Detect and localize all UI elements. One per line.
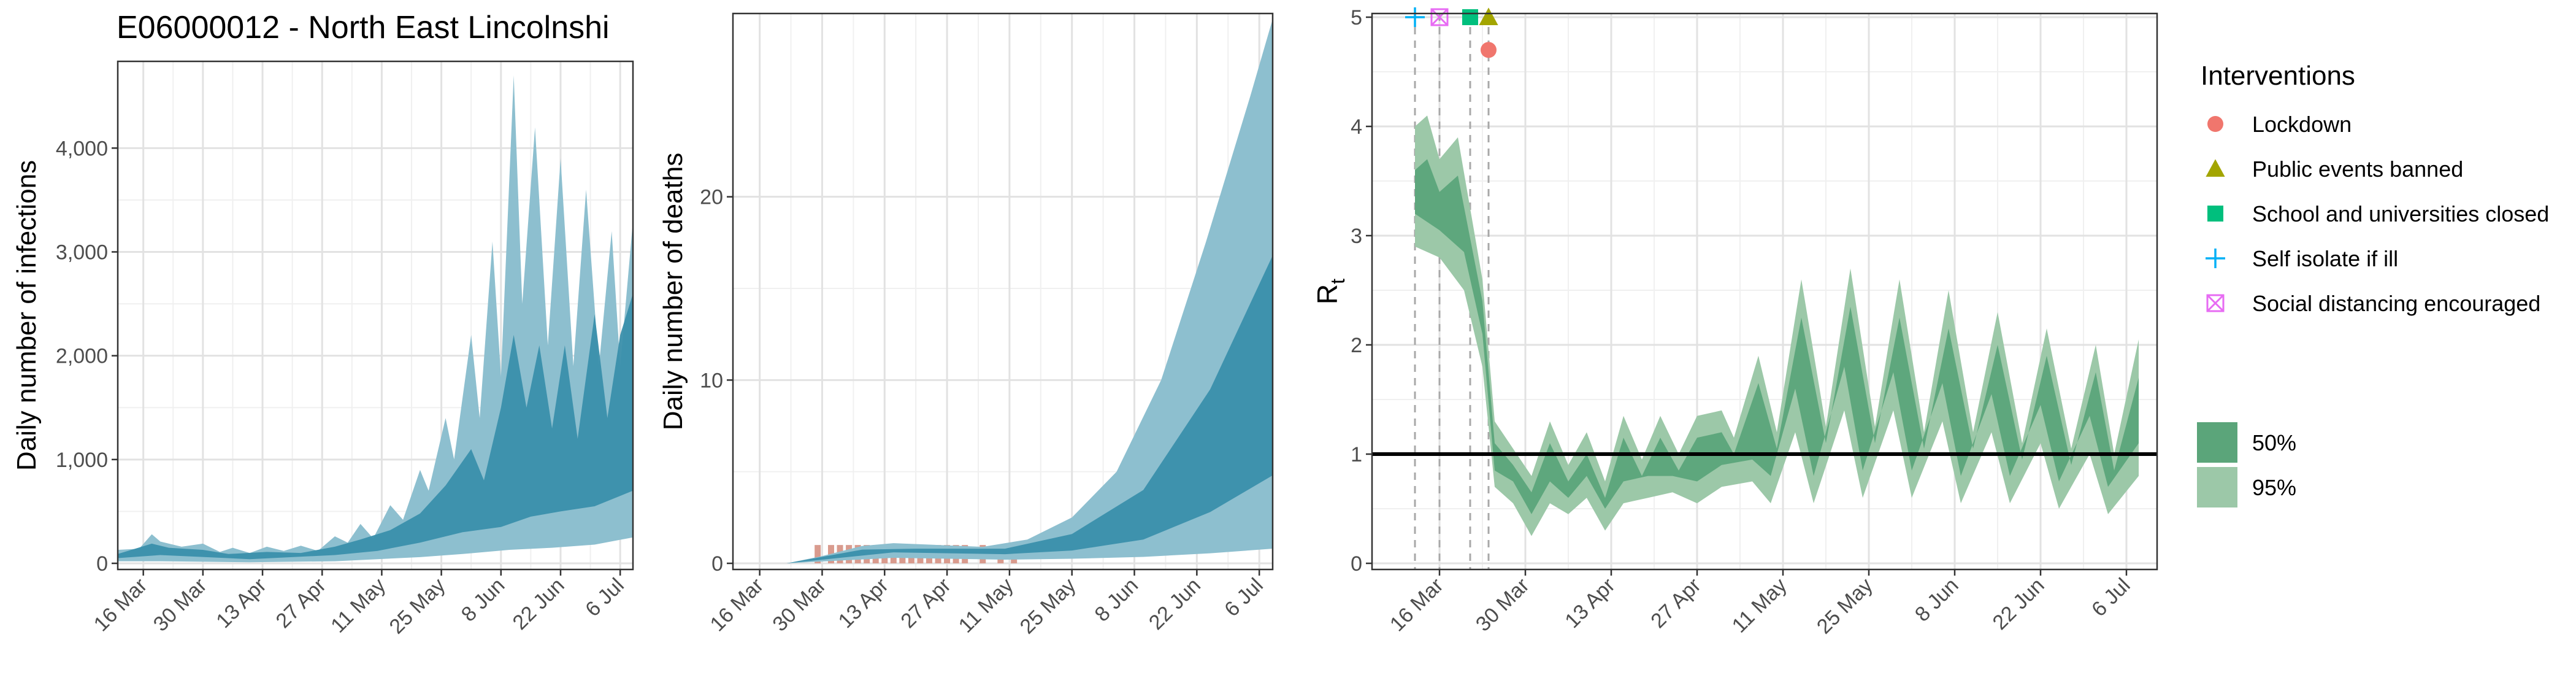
deaths-y-tick-label: 10: [700, 369, 723, 392]
infections-x-tick-label: 6 Jul: [581, 574, 629, 622]
deaths-x-tick-label: 22 Jun: [1144, 574, 1205, 635]
legend-band-label: 50%: [2252, 430, 2296, 455]
infections-bands: [118, 75, 633, 563]
infections-x-tick-label: 16 Mar: [90, 574, 152, 636]
rt-y-ticks: 0 1 2 3 4 5: [1351, 6, 1372, 576]
deaths-band-95: [786, 19, 1273, 563]
rt-x-tick-label: 25 May: [1812, 574, 1877, 639]
rt-bands: [1415, 115, 2139, 536]
legend-band-label: 95%: [2252, 475, 2296, 500]
legend-label: Self isolate if ill: [2252, 246, 2398, 271]
infections-y-tick-label: 4,000: [56, 137, 108, 160]
intervention-marker: [1430, 8, 1449, 26]
rt-intervention-markers: [1405, 7, 1498, 58]
rt-x-tick-label: 6 Jul: [2087, 574, 2135, 622]
infections-x-tick-label: 11 May: [326, 574, 390, 638]
rt-intervention-lines: [1414, 14, 1490, 569]
legend-marker: [2206, 294, 2225, 312]
deaths-x-tick-label: 11 May: [954, 574, 1018, 638]
deaths-border: [732, 12, 1274, 571]
rt-y-label: Rt: [1311, 279, 1349, 304]
infections-x-tick-label: 25 May: [385, 574, 450, 639]
rt-x-tick-label: 27 Apr: [1646, 574, 1705, 633]
legend-marker: [2206, 294, 2225, 312]
infections-x-tick-label: 22 Jun: [508, 574, 569, 635]
rt-x-tick-label: 13 Apr: [1560, 574, 1619, 633]
rt-x-tick-label: 8 Jun: [1911, 574, 1963, 627]
deaths-x-tick-label: 16 Mar: [706, 574, 769, 636]
infections-x-tick-label: 8 Jun: [457, 574, 510, 627]
infections-x-tick-label: 13 Apr: [212, 574, 270, 633]
legend-label: Public events banned: [2252, 156, 2463, 182]
intervention-marker: [1481, 42, 1497, 58]
infections-y-label: Daily number of infections: [12, 160, 42, 471]
infections-y-tick-label: 2,000: [56, 345, 108, 368]
legend-band-swatch: [2197, 422, 2237, 463]
rt-y-tick-label: 2: [1351, 334, 1362, 357]
infections-x-tick-label: 27 Apr: [271, 574, 330, 633]
deaths-band-50: [786, 255, 1273, 563]
intervention-marker: [1462, 9, 1478, 25]
intervention-marker: [1430, 8, 1449, 26]
legend-marker: [2206, 159, 2225, 177]
deaths-y-label: Daily number of deaths: [658, 153, 688, 430]
rt-x-tick-label: 22 Jun: [1988, 574, 2049, 635]
rt-y-tick-label: 5: [1351, 6, 1362, 29]
rt-y-tick-label: 0: [1351, 552, 1362, 576]
legend-bands: 50% 95%: [2197, 422, 2296, 507]
infections-x-tick-label: 30 Mar: [149, 574, 212, 636]
deaths-x-tick-label: 8 Jun: [1091, 574, 1143, 627]
deaths-x-tick-label: 6 Jul: [1220, 574, 1268, 622]
deaths-bands: [786, 19, 1273, 563]
deaths-x-tick-label: 13 Apr: [834, 574, 893, 633]
legend: Interventions Lockdown Public events bann…: [2197, 61, 2549, 507]
legend-label: Social distancing encouraged: [2252, 291, 2540, 316]
infections-y-ticks: 0 1,000 2,000 3,000 4,000: [56, 137, 118, 576]
rt-x-tick-label: 11 May: [1728, 574, 1792, 638]
infections-y-tick-label: 1,000: [56, 449, 108, 472]
deaths-y-tick-label: 0: [711, 552, 723, 576]
deaths-x-tick-label: 27 Apr: [896, 574, 955, 633]
infections-y-tick-label: 0: [96, 552, 108, 576]
deaths-y-tick-label: 20: [700, 186, 723, 209]
deaths-y-ticks: 0 10 20: [700, 186, 733, 576]
rt-band-50: [1415, 159, 2139, 514]
legend-marker: [2207, 206, 2223, 222]
rt-x-tick-label: 16 Mar: [1386, 574, 1448, 636]
legend-label: School and universities closed: [2252, 201, 2549, 226]
death-bar: [815, 545, 821, 563]
infections-border: [117, 60, 634, 571]
infections-band-50: [118, 293, 633, 560]
rt-border: [1371, 12, 2158, 571]
rt-panel: 0 1 2 3 4 5 16 Mar 30 Mar 13 Apr 27 Apr 11 May 25 …: [1311, 6, 2158, 638]
rt-y-tick-label: 3: [1351, 225, 1362, 248]
legend-items: Lockdown Public events banned School and u…: [2206, 112, 2549, 316]
rt-x-tick-label: 30 Mar: [1471, 574, 1534, 636]
deaths-x-tick-label: 30 Mar: [768, 574, 830, 636]
deaths-x-tick-label: 25 May: [1016, 574, 1081, 639]
legend-title: Interventions: [2201, 61, 2355, 91]
legend-band-swatch: [2197, 467, 2237, 507]
rt-x-ticks: 16 Mar 30 Mar 13 Apr 27 Apr 11 May 25 May 8 Ju…: [1386, 569, 2135, 638]
legend-marker: [2207, 116, 2223, 132]
infections-y-tick-label: 3,000: [56, 241, 108, 264]
rt-y-tick-label: 1: [1351, 443, 1362, 466]
legend-label: Lockdown: [2252, 112, 2352, 137]
chart-title: E06000012 - North East Lincolnshi: [117, 10, 610, 45]
rt-y-tick-label: 4: [1351, 115, 1362, 139]
intervention-marker: [1479, 7, 1498, 25]
